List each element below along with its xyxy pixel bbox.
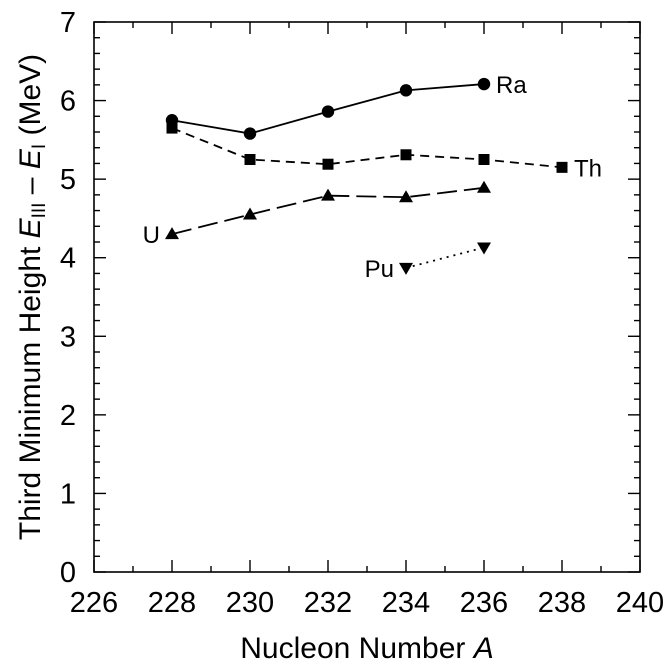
y-tick-label: 1 (60, 478, 76, 510)
series-u: U (143, 180, 491, 249)
series-th-line (171, 127, 563, 169)
series-ra-label: Ra (496, 72, 527, 99)
series-pu: Pu (365, 242, 491, 283)
x-tick-label: 234 (382, 587, 430, 619)
series-ra-point (321, 105, 335, 118)
x-tick-label: 236 (460, 587, 508, 619)
y-axis-title-unit: (MeV) (14, 54, 47, 144)
y-tick-label: 0 (60, 557, 76, 589)
x-axis-title-text: Nucleon Number (240, 632, 473, 664)
series-th-point (322, 158, 334, 170)
y-axis-title-dash: – (14, 169, 47, 202)
y-axis-title-sub-iii: III (29, 203, 50, 219)
series-th-point (166, 122, 178, 134)
y-tick-label: 5 (60, 164, 76, 196)
x-axis-title: Nucleon Number A (240, 632, 493, 664)
series-u-point (165, 227, 179, 240)
y-tick-label: 7 (60, 7, 76, 39)
x-tick-label: 232 (304, 587, 352, 619)
series-th-point (556, 161, 568, 173)
y-axis-title-e-var-2: E (14, 148, 47, 169)
x-tick-label: 240 (616, 587, 664, 619)
series-pu-point (477, 242, 491, 255)
y-axis-title: Third Minimum Height EIII – EI (MeV) (14, 54, 50, 540)
series-th-point (244, 154, 256, 165)
y-axis-title-sub-i: I (29, 144, 50, 149)
series-th-point (400, 149, 412, 161)
series-th-label: Th (574, 155, 602, 182)
series-layer: Ra Th U Pu (143, 72, 602, 283)
series-th: Th (166, 122, 602, 182)
y-tick-label: 4 (60, 243, 76, 275)
y-axis-title-e-var: E (14, 217, 47, 238)
x-tick-label: 230 (226, 587, 274, 619)
x-tick-label: 238 (538, 587, 586, 619)
series-pu-point (399, 262, 413, 275)
y-tick-label: 6 (60, 86, 76, 118)
series-u-point (399, 190, 413, 203)
x-tick-label: 228 (148, 587, 196, 619)
series-th-point (478, 154, 490, 165)
series-u-label: U (143, 222, 160, 249)
series-ra: Ra (165, 72, 527, 140)
y-tick-label: 2 (60, 400, 76, 432)
series-ra-point (243, 127, 257, 140)
series-pu-line (405, 246, 485, 269)
series-pu-label: Pu (365, 256, 394, 283)
series-u-point (321, 188, 335, 201)
y-tick-label: 3 (60, 321, 76, 353)
series-ra-point (399, 84, 413, 97)
series-u-point (477, 180, 491, 193)
axis-ticks (93, 21, 641, 573)
series-u-point (243, 207, 257, 220)
x-axis-title-variable: A (472, 632, 494, 664)
x-tick-label: 226 (70, 587, 118, 619)
y-axis-title-prefix: Third Minimum Height (14, 238, 47, 540)
series-ra-point (477, 77, 491, 91)
plot-frame (93, 21, 641, 573)
